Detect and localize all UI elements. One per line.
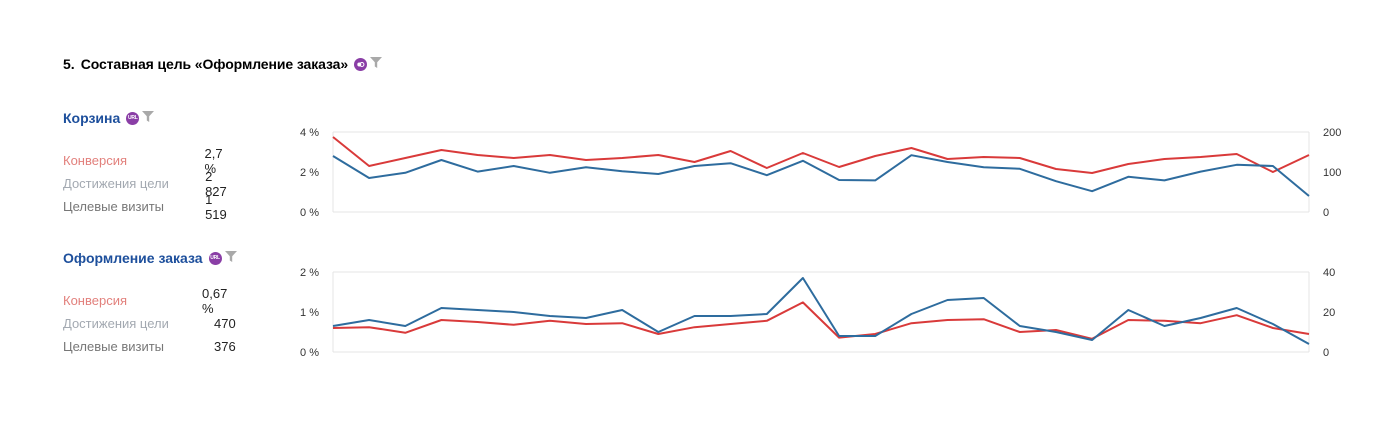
left-tick-label: 4 % (300, 127, 319, 139)
metric-label[interactable]: Конверсия (63, 153, 128, 168)
metric-label[interactable]: Целевые визиты (63, 339, 165, 354)
metrics-list: Конверсия 0,67 % Достижения цели 470 Цел… (63, 286, 239, 358)
metric-row-visits: Целевые визиты 376 (63, 335, 239, 358)
metric-value: 2,7 % (204, 145, 223, 176)
metric-label[interactable]: Достижения цели (63, 176, 169, 191)
metric-label[interactable]: Достижения цели (63, 316, 169, 331)
right-tick-label: 0 (1323, 207, 1329, 219)
metric-row-reaches: Достижения цели 470 (63, 312, 239, 335)
metric-value: 0,67 % (202, 285, 228, 316)
metric-value: 2 827 (205, 168, 227, 199)
metric-row-reaches: Достижения цели 2 827 (63, 169, 236, 199)
right-tick-label: 100 (1323, 167, 1341, 179)
metric-value: 376 (214, 339, 236, 354)
left-tick-label: 0 % (300, 207, 319, 219)
funnel-icon[interactable] (370, 55, 383, 73)
url-badge-icon: URL (208, 251, 222, 265)
step-title[interactable]: Корзина (63, 110, 121, 126)
reaches-series-line[interactable] (332, 277, 1310, 345)
step-oformlenie: Оформление заказа URL Конверсия 0,67 % Д… (63, 248, 237, 354)
metric-label[interactable]: Целевые визиты (63, 199, 165, 214)
left-tick-label: 1 % (300, 307, 319, 319)
metric-value: 470 (214, 316, 236, 331)
conversion-series-line[interactable] (332, 136, 1310, 174)
metric-row-conversion: Конверсия 0,67 % (63, 286, 239, 316)
right-tick-label: 0 (1323, 347, 1329, 359)
metric-row-conversion: Конверсия 2,7 % (63, 146, 236, 176)
goal-number: 5. (63, 56, 75, 72)
url-badge-icon: URL (126, 111, 140, 125)
metric-value: 1 519 (205, 191, 227, 222)
goal-title: Составная цель «Оформление заказа» (80, 56, 349, 72)
right-tick-label: 200 (1323, 127, 1341, 139)
right-tick-label: 20 (1323, 307, 1335, 319)
conversion-series-line[interactable] (332, 301, 1310, 340)
korzina-line-chart: 0 % 2 % 4 % 0 100 200 (300, 127, 1341, 219)
left-tick-label: 2 % (300, 267, 319, 279)
oformlenie-line-chart: 0 % 1 % 2 % 0 20 40 (300, 267, 1335, 359)
funnel-icon[interactable] (142, 109, 155, 127)
composite-goal-icon[interactable] (354, 57, 368, 71)
funnel-icon[interactable] (224, 249, 237, 267)
goal-header: 5. Составная цель «Оформление заказа» (63, 54, 383, 74)
left-tick-label: 0 % (300, 347, 319, 359)
step-title[interactable]: Оформление заказа (63, 250, 203, 266)
metric-row-visits: Целевые визиты 1 519 (63, 192, 236, 222)
step-korzina: Корзина URL Конверсия 2,7 % Достижения ц… (63, 108, 227, 222)
right-tick-label: 40 (1323, 267, 1335, 279)
metrics-list: Конверсия 2,7 % Достижения цели 2 827 Це… (63, 146, 236, 222)
reaches-series-line[interactable] (332, 154, 1310, 197)
metric-label[interactable]: Конверсия (63, 293, 128, 308)
left-tick-label: 2 % (300, 167, 319, 179)
